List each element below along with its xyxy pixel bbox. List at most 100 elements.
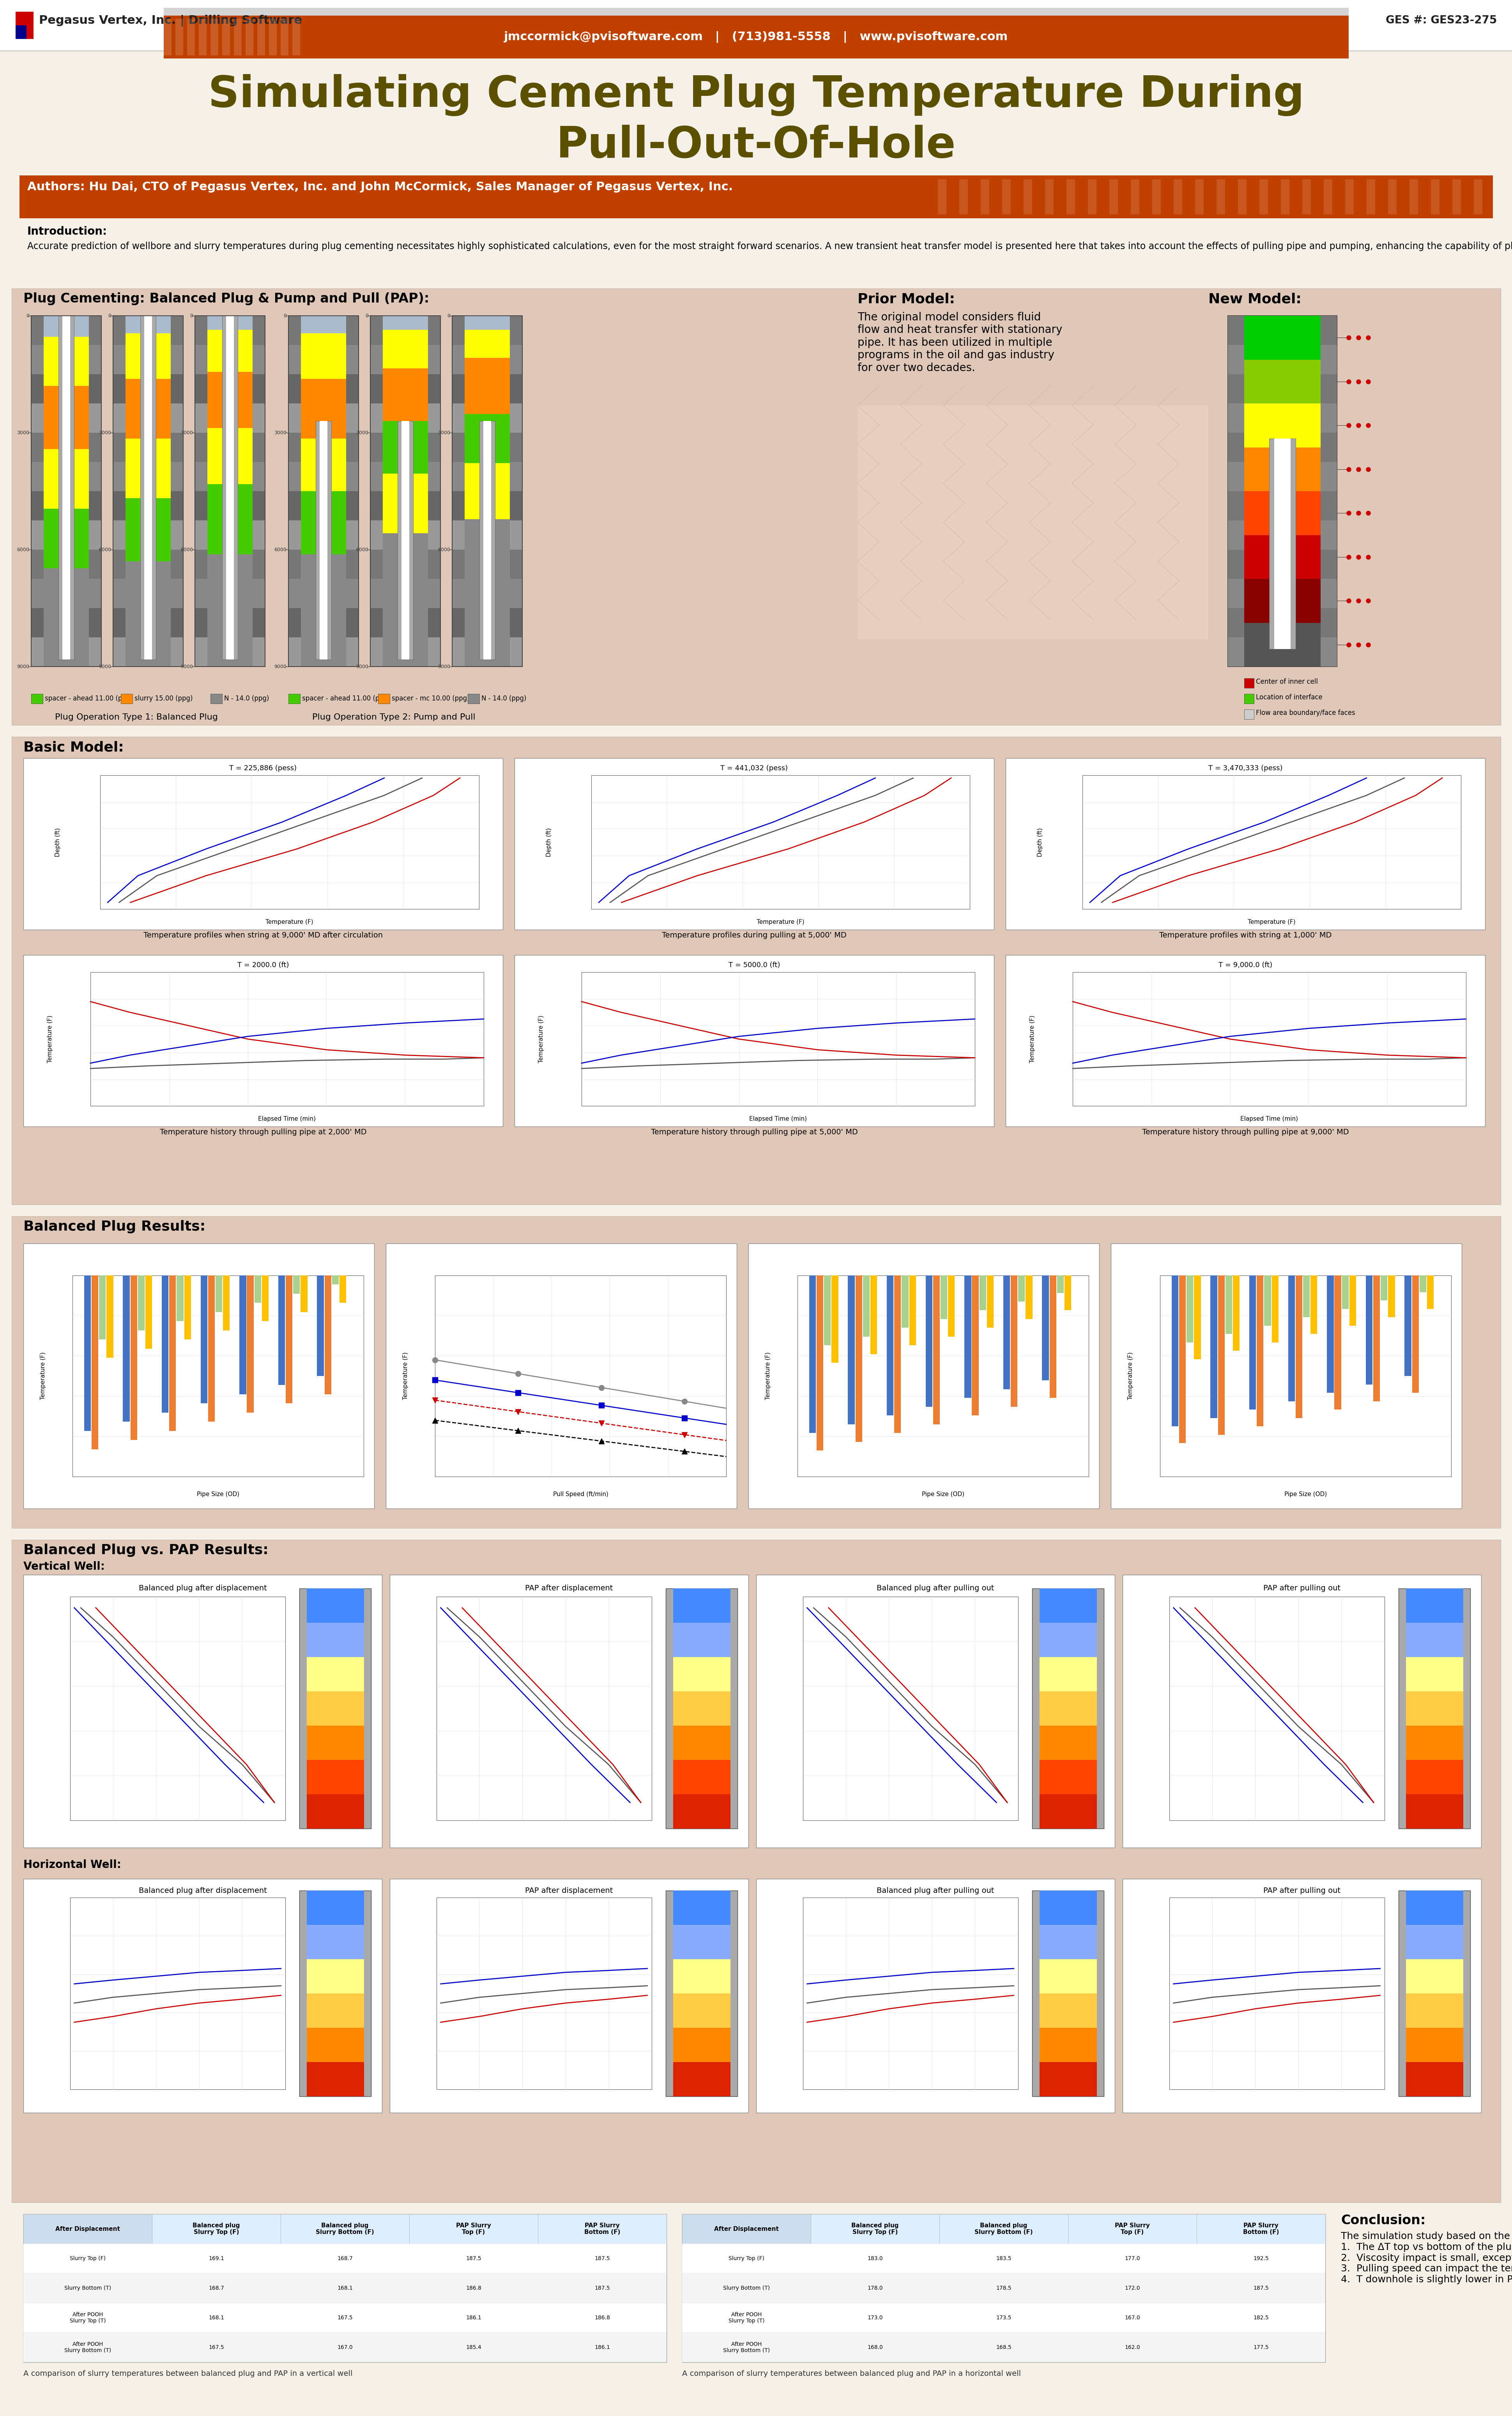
Bar — [383, 367, 428, 420]
Text: 177.0: 177.0 — [1125, 2257, 1140, 2261]
Bar — [32, 609, 44, 638]
Text: PAP Slurry
Top (F): PAP Slurry Top (F) — [1114, 2223, 1149, 2235]
Bar — [1320, 548, 1337, 580]
Bar — [1244, 679, 1253, 689]
Bar — [89, 461, 101, 490]
Bar — [171, 490, 183, 519]
Bar — [452, 638, 464, 667]
Bar — [162, 1276, 168, 1413]
Text: Slurry Bottom (T): Slurry Bottom (T) — [723, 2286, 770, 2290]
Bar — [510, 316, 522, 345]
Bar — [32, 403, 44, 432]
Text: Temperature (F): Temperature (F) — [1030, 1015, 1036, 1063]
Bar — [370, 316, 440, 667]
Bar — [1406, 1926, 1464, 1959]
Text: New Model:: New Model: — [1208, 292, 1302, 304]
Text: 162.0: 162.0 — [1125, 2344, 1140, 2351]
Bar — [1228, 345, 1244, 374]
Bar — [346, 609, 358, 638]
Bar — [1064, 1276, 1070, 1309]
Bar — [171, 548, 183, 580]
Bar — [207, 316, 253, 667]
Bar — [299, 1587, 370, 1829]
Bar — [91, 971, 484, 1107]
Bar — [682, 2244, 1325, 2273]
Bar — [32, 432, 44, 461]
Bar — [113, 490, 125, 519]
Bar — [289, 548, 301, 580]
Text: 9000: 9000 — [437, 664, 451, 669]
Bar — [383, 329, 428, 367]
Text: Vertical Well:: Vertical Well: — [23, 1561, 104, 1573]
Bar — [1249, 1276, 1255, 1409]
Bar — [23, 2213, 153, 2244]
Bar — [281, 2213, 410, 2244]
Text: Temperature history through pulling pipe at 9,000' MD: Temperature history through pulling pipe… — [1142, 1128, 1349, 1136]
Bar — [383, 534, 428, 667]
Bar — [464, 329, 510, 358]
Bar — [121, 693, 133, 703]
Bar — [428, 432, 440, 461]
Bar — [1365, 1276, 1373, 1384]
Bar — [171, 432, 183, 461]
Bar — [106, 1276, 113, 1358]
Bar — [1427, 1276, 1433, 1309]
Bar — [1039, 1725, 1096, 1759]
Bar — [510, 519, 522, 548]
Bar — [452, 548, 464, 580]
Bar — [452, 403, 464, 432]
Text: Introduction:: Introduction: — [27, 227, 107, 237]
Bar — [195, 580, 207, 609]
Bar — [23, 1880, 383, 2112]
Bar — [909, 1276, 916, 1346]
Bar — [89, 403, 101, 432]
Bar — [1367, 179, 1374, 215]
Bar — [44, 336, 89, 387]
Text: Pull-Out-Of-Hole: Pull-Out-Of-Hole — [556, 126, 956, 167]
Bar — [437, 1897, 652, 2090]
Text: T = 441,032 (pess): T = 441,032 (pess) — [720, 766, 788, 773]
Bar — [673, 1993, 730, 2027]
Bar — [23, 2302, 667, 2331]
Bar — [27, 12, 33, 39]
Bar — [286, 1276, 292, 1404]
Text: Temperature history through pulling pipe at 2,000' MD: Temperature history through pulling pipe… — [160, 1128, 366, 1136]
Bar — [464, 316, 510, 329]
Bar — [289, 638, 301, 667]
Bar — [346, 403, 358, 432]
Text: PAP after pulling out: PAP after pulling out — [1263, 1887, 1340, 1894]
Text: Flow area boundary/face faces: Flow area boundary/face faces — [1255, 710, 1355, 718]
Bar — [307, 1892, 364, 1926]
Bar — [1344, 179, 1353, 215]
Bar — [32, 316, 101, 667]
Bar — [201, 1276, 207, 1404]
Bar — [390, 1880, 748, 2112]
Text: PAP after displacement: PAP after displacement — [525, 1585, 612, 1592]
Bar — [307, 1657, 364, 1691]
Bar — [1244, 580, 1320, 623]
Bar — [62, 316, 70, 660]
Bar — [195, 609, 207, 638]
Bar — [370, 609, 383, 638]
Text: 0: 0 — [283, 314, 286, 319]
Bar — [591, 776, 969, 908]
Bar — [210, 693, 222, 703]
Bar — [1232, 1276, 1240, 1351]
Bar — [100, 776, 479, 908]
Bar — [1269, 440, 1296, 650]
Bar — [1244, 490, 1320, 534]
Bar — [948, 1276, 954, 1336]
Bar — [195, 461, 207, 490]
Bar — [262, 1276, 269, 1322]
Bar — [1323, 179, 1332, 215]
Bar — [510, 403, 522, 432]
Bar — [319, 420, 328, 660]
Bar — [289, 316, 301, 345]
Bar — [1187, 1276, 1193, 1343]
Bar — [383, 420, 428, 474]
Bar — [370, 548, 383, 580]
Bar — [253, 374, 265, 403]
Bar — [1039, 1926, 1096, 1959]
Text: N - 14.0 (ppg): N - 14.0 (ppg) — [481, 696, 526, 703]
Bar — [1406, 1657, 1464, 1691]
